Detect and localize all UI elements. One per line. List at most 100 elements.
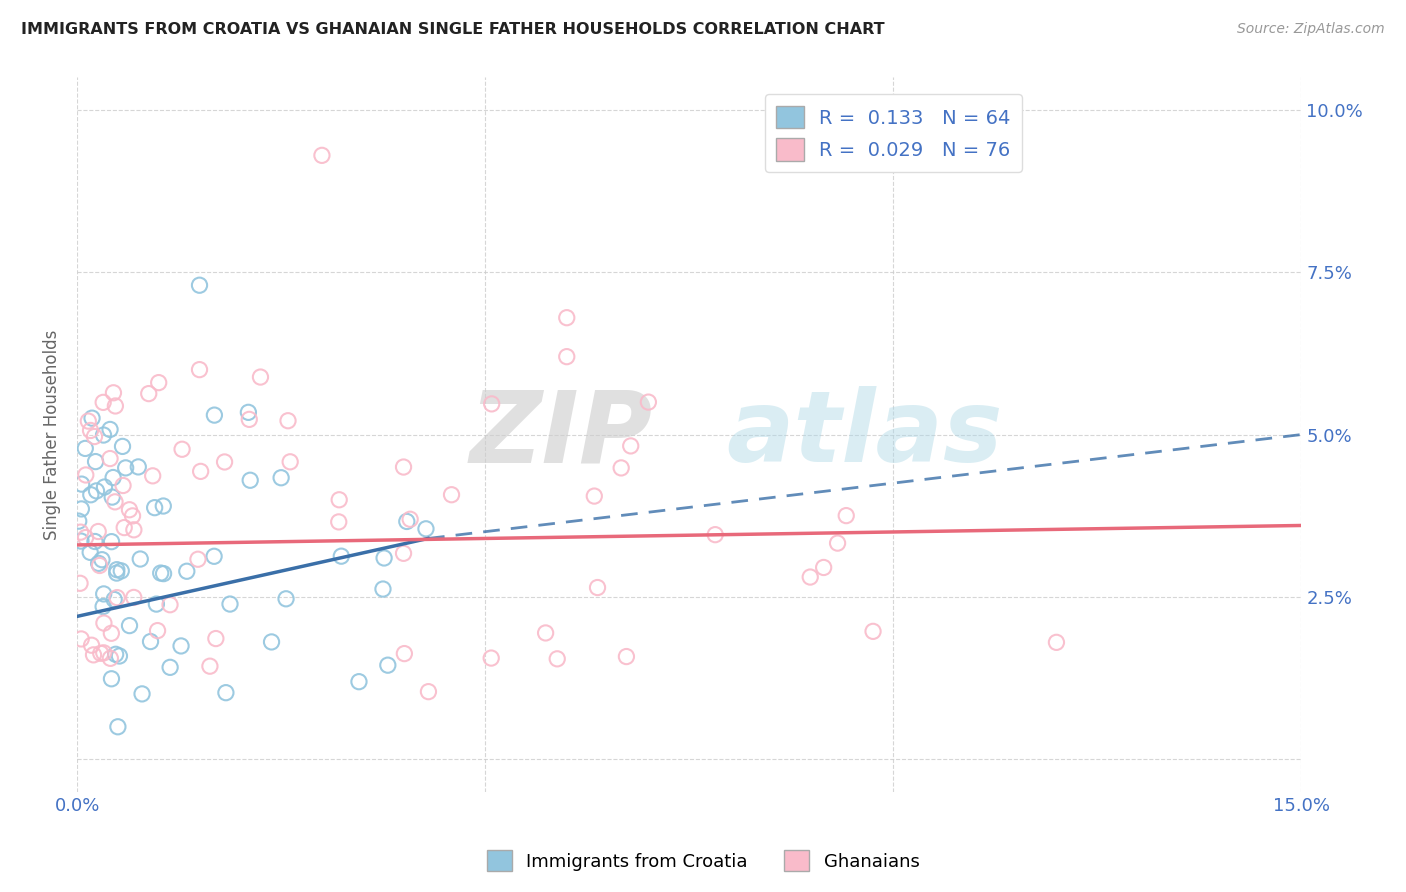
Point [260, 635, 283, 649]
Point [118, 502, 141, 516]
Point [79, 545, 101, 559]
Point [152, 566, 174, 581]
Point [103, 385, 125, 400]
Point [238, 405, 260, 419]
Point [105, 566, 128, 580]
Point [534, 626, 557, 640]
Point [347, 674, 370, 689]
Point [637, 395, 659, 409]
Point [202, 549, 225, 564]
Point [112, 520, 135, 534]
Point [827, 536, 849, 550]
Point [395, 515, 418, 529]
Point [121, 508, 143, 523]
Point [399, 512, 422, 526]
Point [145, 597, 167, 611]
Point [170, 639, 193, 653]
Text: IMMIGRANTS FROM CROATIA VS GHANAIAN SINGLE FATHER HOUSEHOLDS CORRELATION CHART: IMMIGRANTS FROM CROATIA VS GHANAIAN SING… [21, 22, 884, 37]
Y-axis label: Single Father Households: Single Father Households [44, 329, 60, 540]
Point [79, 424, 101, 438]
Point [138, 386, 160, 401]
Point [270, 471, 292, 485]
Point [112, 478, 135, 492]
Point [328, 515, 350, 529]
Point [546, 652, 568, 666]
Point [377, 658, 399, 673]
Point [373, 551, 395, 566]
Point [100, 534, 122, 549]
Point [142, 468, 165, 483]
Point [118, 618, 141, 632]
Point [620, 439, 643, 453]
Point [98, 451, 121, 466]
Point [214, 455, 236, 469]
Point [202, 408, 225, 422]
Point [70, 502, 93, 516]
Point [103, 592, 125, 607]
Point [330, 549, 353, 564]
Point [91, 552, 114, 566]
Point [440, 488, 463, 502]
Point [67, 514, 90, 528]
Point [394, 647, 416, 661]
Text: atlas: atlas [725, 386, 1002, 483]
Point [80, 488, 103, 502]
Point [583, 489, 606, 503]
Point [479, 651, 502, 665]
Point [101, 470, 124, 484]
Legend: R =  0.133   N = 64, R =  0.029   N = 76: R = 0.133 N = 64, R = 0.029 N = 76 [765, 95, 1022, 172]
Point [149, 566, 172, 580]
Text: ZIP: ZIP [470, 386, 652, 483]
Point [219, 597, 242, 611]
Point [98, 422, 121, 436]
Point [87, 557, 110, 571]
Point [80, 411, 103, 425]
Point [139, 634, 162, 648]
Point [159, 598, 181, 612]
Point [311, 148, 333, 162]
Point [83, 648, 105, 662]
Point [170, 442, 193, 457]
Point [122, 523, 145, 537]
Point [100, 672, 122, 686]
Point [86, 483, 108, 498]
Point [799, 570, 821, 584]
Point [148, 376, 170, 390]
Point [75, 467, 97, 482]
Point [205, 632, 228, 646]
Point [110, 564, 132, 578]
Point [143, 500, 166, 515]
Point [239, 473, 262, 487]
Point [93, 480, 115, 494]
Point [835, 508, 858, 523]
Point [392, 460, 415, 475]
Point [98, 651, 121, 665]
Point [84, 454, 107, 468]
Point [75, 442, 97, 456]
Point [122, 591, 145, 605]
Point [107, 720, 129, 734]
Point [198, 659, 221, 673]
Point [80, 638, 103, 652]
Point [215, 686, 238, 700]
Point [70, 632, 93, 646]
Point [114, 461, 136, 475]
Point [93, 646, 115, 660]
Point [555, 350, 578, 364]
Point [69, 525, 91, 540]
Point [188, 362, 211, 376]
Point [146, 624, 169, 638]
Point [415, 522, 437, 536]
Point [813, 560, 835, 574]
Point [190, 464, 212, 478]
Point [127, 459, 149, 474]
Point [91, 599, 114, 614]
Point [84, 534, 107, 549]
Point [159, 660, 181, 674]
Point [481, 397, 503, 411]
Point [100, 626, 122, 640]
Point [75, 531, 97, 545]
Point [131, 687, 153, 701]
Point [616, 649, 638, 664]
Point [392, 546, 415, 560]
